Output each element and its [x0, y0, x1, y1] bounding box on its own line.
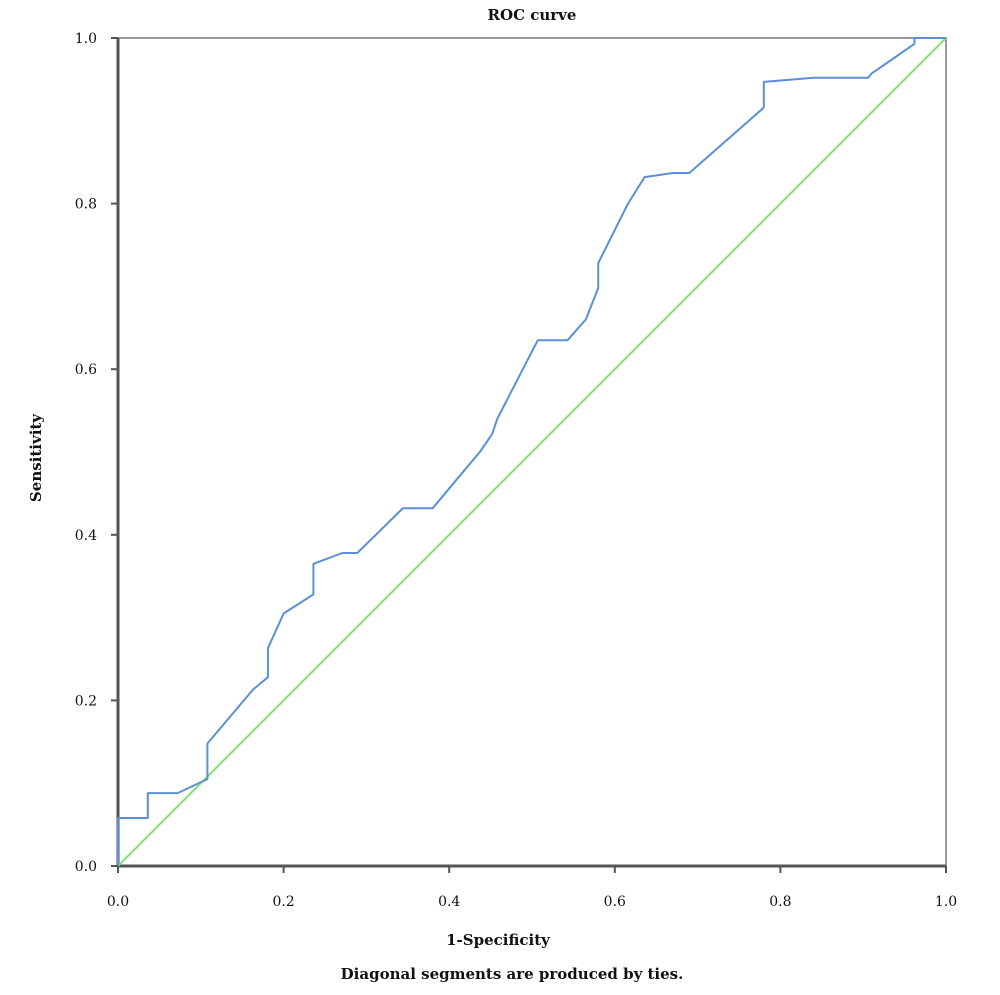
y-tick-label: 0.4 — [75, 528, 97, 544]
ticks-layer: 0.0 0.2 0.4 0.6 0.8 1.0 0.0 0.2 0.4 0.6 0.8 1.0 — [75, 31, 957, 910]
x-tick-label: 0.6 — [604, 894, 626, 910]
x-tick-label: 0.2 — [272, 894, 294, 910]
y-tick-label: 0.2 — [75, 693, 97, 709]
series-layer — [117, 37, 947, 867]
y-tick-label: 1.0 — [75, 31, 97, 47]
y-axis-label: Sensitivity — [27, 413, 45, 502]
x-axis-label: 1-Specificity — [446, 931, 551, 949]
y-tick-label: 0.0 — [75, 859, 97, 875]
chart-title: ROC curve — [488, 6, 577, 24]
x-tick-label: 0.0 — [107, 894, 129, 910]
footnote: Diagonal segments are produced by ties. — [341, 965, 684, 983]
roc-curve-line — [117, 37, 946, 866]
x-tick-label: 0.4 — [438, 894, 460, 910]
plot-frame — [116, 37, 947, 868]
reference-diagonal-line — [117, 37, 947, 867]
y-tick-label: 0.8 — [75, 197, 97, 213]
x-tick-label: 0.8 — [769, 894, 791, 910]
y-tick-label: 0.6 — [75, 362, 97, 378]
x-tick-label: 1.0 — [935, 894, 957, 910]
